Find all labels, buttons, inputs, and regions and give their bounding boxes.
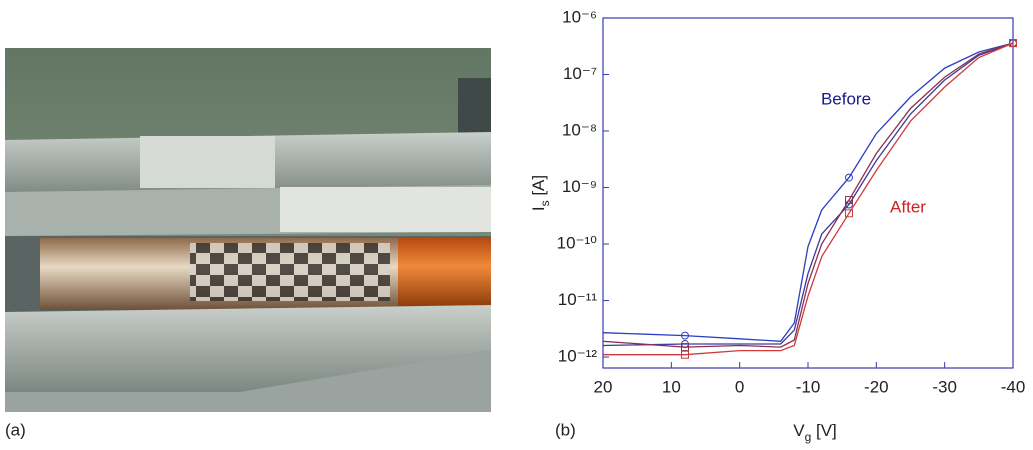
marker xyxy=(681,331,689,340)
series-line xyxy=(603,42,1014,356)
panel-label: (a) xyxy=(5,420,26,439)
x-tick-label: -20 xyxy=(864,377,889,396)
x-axis-label: Vg [V] xyxy=(793,421,837,444)
marker xyxy=(681,350,689,359)
annotation: After xyxy=(890,197,926,216)
y-axis-label: Is [A] xyxy=(529,175,552,211)
y-tick-label: 10⁻⁶ xyxy=(562,7,597,26)
y-tick-label: 10⁻¹⁰ xyxy=(557,234,598,253)
y-tick-label: 10⁻⁹ xyxy=(562,177,597,196)
y-label-main: I xyxy=(529,206,548,211)
series-line xyxy=(602,42,1014,347)
y-label-sub: s xyxy=(538,200,552,206)
y-tick-label: 10⁻¹¹ xyxy=(558,290,598,309)
x-label-unit: [V] xyxy=(811,421,837,440)
plot-frame xyxy=(602,17,1014,369)
marker xyxy=(1009,39,1017,48)
marker xyxy=(845,173,853,182)
annotation: Before xyxy=(821,89,871,108)
marker xyxy=(845,209,853,218)
panel-label: (b) xyxy=(555,420,576,439)
x-tick-label: -30 xyxy=(932,377,957,396)
series-line xyxy=(602,42,1014,348)
series-line xyxy=(602,42,1014,342)
photo xyxy=(5,48,491,412)
x-tick-label: 10 xyxy=(662,377,681,396)
y-tick-label: 10⁻⁸ xyxy=(562,121,597,140)
x-tick-label: -40 xyxy=(1001,377,1026,396)
y-tick-label: 10⁻⁷ xyxy=(563,64,597,83)
x-tick-label: -10 xyxy=(796,377,821,396)
x-label-main: V xyxy=(793,421,805,440)
x-label-sub: g xyxy=(805,430,812,444)
marker xyxy=(681,343,689,352)
x-tick-label: 0 xyxy=(735,377,744,396)
marker xyxy=(845,196,853,205)
y-tick-label: 10⁻¹² xyxy=(558,347,598,366)
y-label-unit: [A] xyxy=(529,175,548,201)
x-tick-label: 20 xyxy=(594,377,613,396)
